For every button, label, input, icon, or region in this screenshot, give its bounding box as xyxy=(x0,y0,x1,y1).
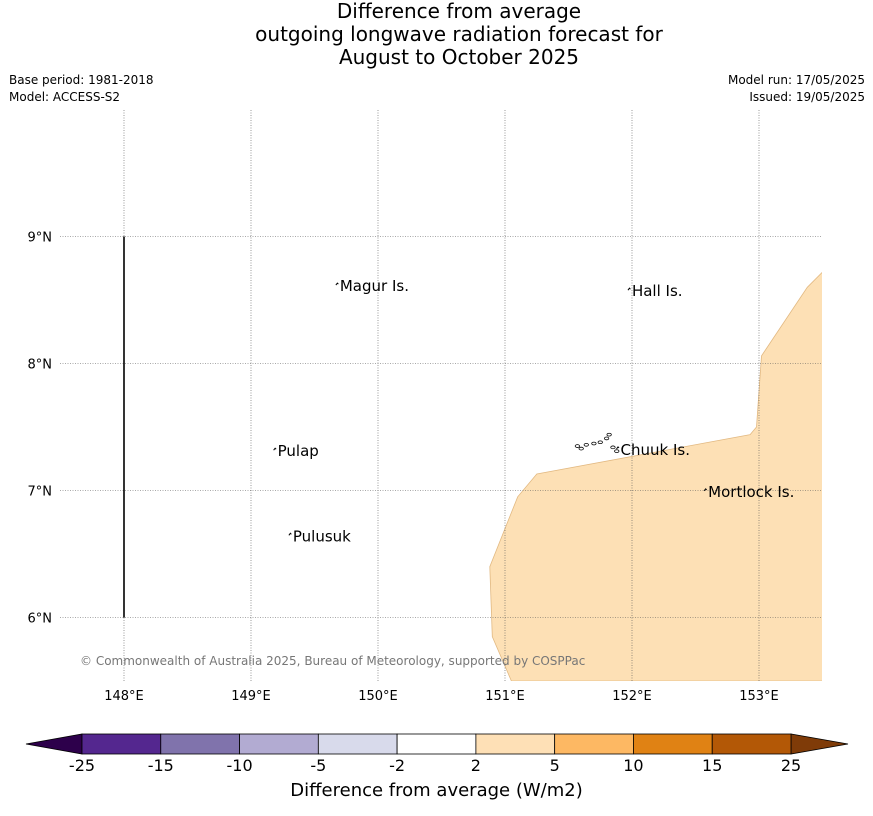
place-label: Chuuk Is. xyxy=(621,441,690,459)
colorbar-segment xyxy=(475,733,556,755)
islet xyxy=(597,440,603,445)
colorbar-segment xyxy=(554,733,634,755)
lon-tick-label: 149°E xyxy=(231,689,271,704)
lon-tick-label: 152°E xyxy=(612,689,652,704)
title-line-2: outgoing longwave radiation forecast for xyxy=(255,22,663,46)
meta-right: Model run: 17/05/2025 Issued: 19/05/2025 xyxy=(728,72,865,106)
map-title: Difference from average outgoing longwav… xyxy=(0,0,873,69)
model-name: Model: ACCESS-S2 xyxy=(9,90,121,104)
title-line-1: Difference from average xyxy=(336,0,582,23)
island-mark xyxy=(273,447,277,451)
colorbar-label: Difference from average (W/m2) xyxy=(290,780,583,801)
meta-left: Base period: 1981-2018 Model: ACCESS-S2 xyxy=(9,72,154,106)
colorbar-segment xyxy=(160,733,240,755)
islet xyxy=(614,449,620,453)
island-mark xyxy=(288,532,292,536)
base-period: Base period: 1981-2018 xyxy=(9,73,154,87)
islet xyxy=(603,436,610,441)
colorbar-tick-label: 10 xyxy=(623,756,643,775)
islet xyxy=(610,445,616,450)
place-label: Magur Is. xyxy=(340,277,409,295)
colorbar-segment xyxy=(633,733,713,755)
lon-tick-label: 151°E xyxy=(485,689,525,704)
lon-tick-label: 153°E xyxy=(739,689,779,704)
lon-tick-label: 148°E xyxy=(104,689,144,704)
map-layer: 148°E 149°E 150°E 151°E 152°E 153°E 9°N 8°N 7°N 6… xyxy=(28,110,822,704)
islet xyxy=(606,432,612,437)
place-label: Pulap xyxy=(278,442,319,460)
colorbar-under-arrow xyxy=(25,733,83,755)
islet xyxy=(583,442,589,447)
lat-tick-label: 6°N xyxy=(28,612,53,627)
island-mark xyxy=(616,446,620,450)
copyright-text: © Commonwealth of Australia 2025, Bureau… xyxy=(80,654,585,668)
place-label: Hall Is. xyxy=(632,282,683,300)
colorbar-tick-label: -2 xyxy=(389,756,405,775)
islet xyxy=(578,446,584,451)
islet xyxy=(574,444,580,448)
lat-tick-label: 9°N xyxy=(28,231,53,246)
colorbar-segment xyxy=(711,733,792,755)
colorbar-tick-label: 15 xyxy=(702,756,722,775)
issued-date: Issued: 19/05/2025 xyxy=(749,90,865,104)
lat-tick-label: 7°N xyxy=(28,485,53,500)
lat-tick-label: 8°N xyxy=(28,358,53,373)
colorbar-tick-label: -25 xyxy=(69,756,95,775)
island-mark xyxy=(335,282,339,286)
colorbar-tick-label: 2 xyxy=(471,756,481,775)
title-line-3: August to October 2025 xyxy=(338,45,580,69)
place-label: Mortlock Is. xyxy=(708,483,794,501)
islet xyxy=(591,441,597,446)
colorbar-tick-label: -5 xyxy=(310,756,326,775)
colorbar-segment xyxy=(81,733,162,755)
colorbar-segment xyxy=(396,733,477,755)
colorbar-over-arrow xyxy=(790,733,849,755)
model-run: Model run: 17/05/2025 xyxy=(727,73,865,87)
colorbar-tick-label: -15 xyxy=(148,756,174,775)
colorbar: -25 -15 -10 -5 -2 2 5 10 15 25 xyxy=(25,733,849,775)
colorbar-segment xyxy=(239,733,319,755)
colorbar-tick-label: -10 xyxy=(226,756,252,775)
island-mark xyxy=(627,287,631,291)
colorbar-tick-label: 5 xyxy=(550,756,560,775)
place-label: Pulusuk xyxy=(293,527,351,545)
colorbar-tick-label: 25 xyxy=(781,756,801,775)
anomaly-region xyxy=(489,272,822,681)
island-mark xyxy=(703,488,708,492)
lon-tick-label: 150°E xyxy=(358,689,398,704)
colorbar-segment xyxy=(317,733,398,755)
